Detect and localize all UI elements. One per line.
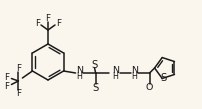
Text: H: H bbox=[131, 72, 137, 81]
Text: F: F bbox=[4, 72, 9, 82]
Text: H: H bbox=[76, 72, 82, 81]
Text: S: S bbox=[92, 83, 98, 93]
Text: N: N bbox=[130, 66, 137, 75]
Text: F: F bbox=[56, 19, 61, 27]
Text: S: S bbox=[159, 73, 166, 83]
Text: F: F bbox=[16, 64, 21, 73]
Text: F: F bbox=[4, 82, 9, 90]
Text: F: F bbox=[35, 19, 40, 27]
Text: F: F bbox=[45, 14, 50, 23]
Text: S: S bbox=[91, 60, 97, 70]
Text: H: H bbox=[112, 72, 118, 81]
Text: N: N bbox=[76, 66, 83, 75]
Text: F: F bbox=[16, 89, 21, 98]
Text: N: N bbox=[112, 66, 119, 75]
Text: O: O bbox=[145, 83, 153, 92]
